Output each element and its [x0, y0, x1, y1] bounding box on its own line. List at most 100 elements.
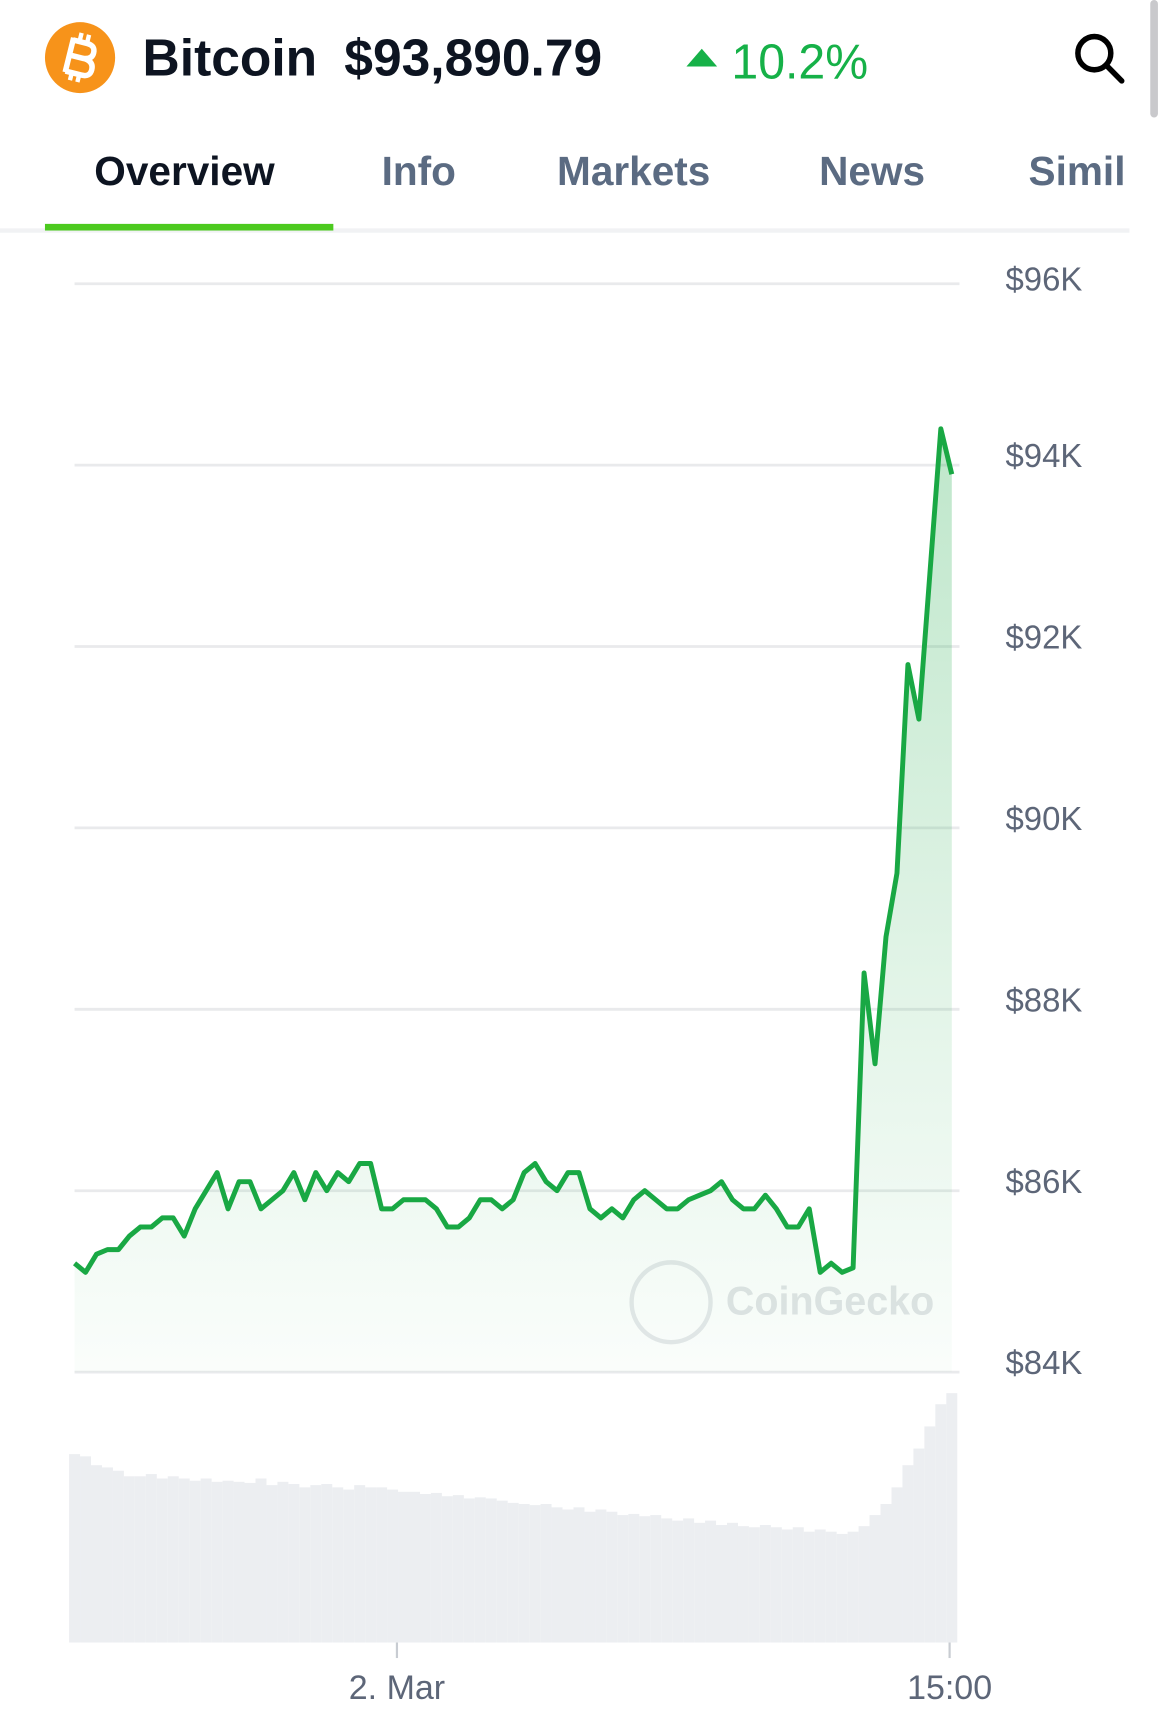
volume-bar: [858, 1526, 870, 1643]
volume-bar: [814, 1529, 826, 1643]
scrollbar: [1150, 0, 1158, 118]
volume-bar: [759, 1525, 771, 1643]
volume-bar: [474, 1497, 486, 1643]
volume-bar: [540, 1503, 552, 1643]
volume-bar: [112, 1470, 124, 1643]
tab[interactable]: Overview: [94, 148, 275, 194]
volume-bar: [452, 1495, 464, 1643]
volume-bar: [354, 1485, 366, 1643]
volume-bar: [211, 1481, 223, 1643]
volume-bar: [91, 1465, 102, 1643]
volume-bar: [880, 1503, 892, 1643]
volume-bar: [288, 1484, 300, 1643]
volume-bar: [266, 1485, 278, 1643]
volume-bar: [255, 1478, 267, 1643]
volume-bar: [277, 1481, 289, 1643]
y-tick-label: $84K: [1006, 1345, 1083, 1382]
tab[interactable]: Info: [382, 148, 456, 194]
volume-bar: [222, 1480, 234, 1643]
volume-bar: [902, 1465, 914, 1643]
volume-bar: [189, 1480, 201, 1643]
header-bg: [0, 0, 1170, 231]
volume-bar: [595, 1509, 607, 1643]
y-tick-label: $92K: [1006, 619, 1083, 656]
volume-bar: [463, 1498, 475, 1643]
volume-bar: [661, 1518, 673, 1643]
volume-bar: [803, 1531, 815, 1643]
coin-name: Bitcoin: [143, 28, 318, 86]
volume-bar: [321, 1484, 333, 1643]
volume-bar: [946, 1393, 958, 1643]
y-tick-label: $90K: [1006, 801, 1083, 838]
volume-bar: [825, 1531, 837, 1643]
x-tick-label: 2. Mar: [349, 1669, 445, 1707]
header-shadow: [0, 228, 1130, 233]
volume-bar: [518, 1503, 530, 1643]
volume-bar: [650, 1515, 662, 1643]
volume-bar: [365, 1487, 377, 1643]
volume-bar: [694, 1522, 706, 1643]
y-tick-label: $86K: [1006, 1164, 1083, 1201]
volume-bar: [409, 1491, 420, 1643]
price-line: [72, 426, 955, 1275]
volume-bar: [419, 1494, 431, 1643]
volume-bar: [672, 1520, 684, 1643]
plot: $84K$86K$88K$90K$92K$94K$96KCoinGecko2. …: [69, 261, 1082, 1707]
volume-bar: [836, 1533, 848, 1643]
volume-bar: [156, 1478, 168, 1643]
volume-bar: [145, 1474, 157, 1643]
volume-bar: [716, 1525, 728, 1643]
volume-bar: [639, 1516, 651, 1643]
volume-bar: [332, 1487, 344, 1643]
volume-bar: [496, 1500, 508, 1643]
volume-bar: [233, 1481, 245, 1643]
volume-bar: [584, 1511, 596, 1643]
volume-bar: [781, 1529, 793, 1643]
volume-bar: [123, 1476, 135, 1643]
tab[interactable]: Markets: [557, 148, 710, 194]
y-tick-label: $96K: [1006, 261, 1083, 298]
search-button[interactable]: [1075, 33, 1125, 84]
volume-bar: [134, 1476, 146, 1643]
volume-bar: [80, 1456, 92, 1643]
volume-bar: [748, 1527, 760, 1643]
volume-bar: [683, 1518, 695, 1643]
tab[interactable]: Simil: [1029, 148, 1126, 194]
volume-bar: [299, 1487, 311, 1643]
volume-bar: [485, 1498, 497, 1643]
active-tab-underline: [44, 223, 334, 231]
volume-bar: [628, 1513, 640, 1643]
volume-bar: [573, 1507, 585, 1643]
volume-bar: [387, 1489, 399, 1643]
price-area: [74, 428, 952, 1373]
volume-bar: [770, 1527, 782, 1643]
volume-bar: [178, 1478, 190, 1643]
volume-bar: [913, 1448, 925, 1643]
tab[interactable]: News: [819, 148, 925, 194]
volume-bar: [606, 1511, 618, 1643]
coin-price: $93,890.79: [344, 28, 602, 86]
volume-bar: [551, 1507, 563, 1643]
volume-bar: [935, 1404, 947, 1643]
change-arrow: [686, 48, 718, 67]
volume-bar: [705, 1520, 717, 1643]
volume-bar: [200, 1478, 212, 1643]
volume-bar: [617, 1515, 629, 1643]
coin-icon: [44, 22, 116, 94]
volume-bar: [562, 1509, 574, 1643]
volume-bar: [441, 1496, 453, 1643]
volume-bar: [430, 1492, 442, 1643]
volume-bar: [869, 1515, 881, 1643]
volume-bar: [398, 1491, 410, 1643]
y-tick-label: $88K: [1006, 982, 1083, 1019]
volume-bar: [737, 1526, 749, 1643]
volume-bar: [924, 1426, 936, 1643]
volume-bar: [167, 1476, 179, 1643]
volume-bar: [529, 1505, 541, 1643]
volume-bar: [310, 1485, 322, 1643]
volume-bar: [376, 1487, 388, 1643]
x-tick-label: 15:00: [907, 1669, 992, 1707]
volume-bar: [727, 1522, 738, 1643]
